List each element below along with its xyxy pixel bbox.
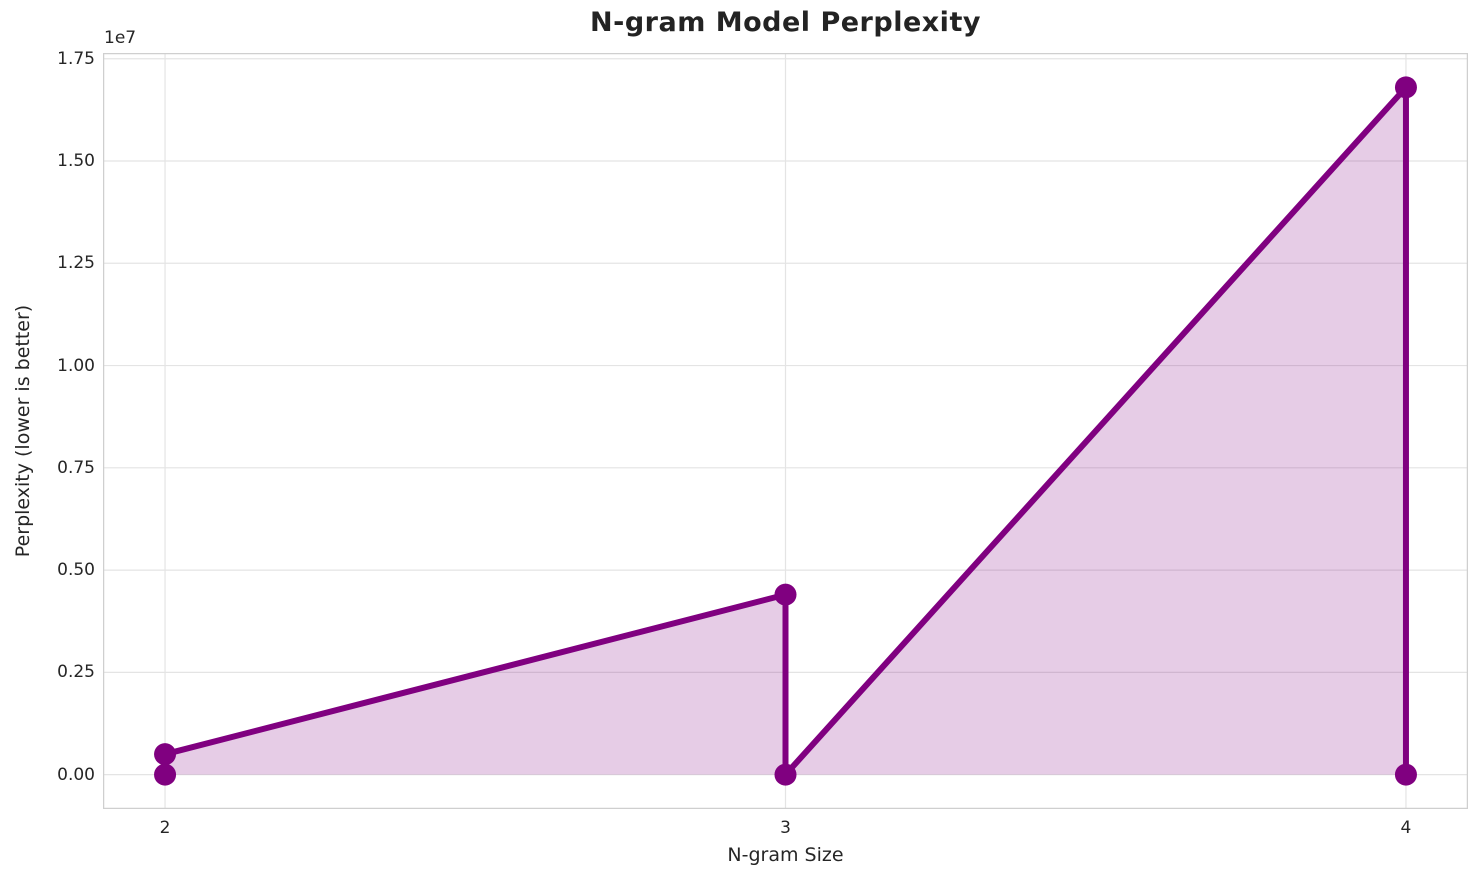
data-point-marker (774, 763, 797, 786)
data-point-marker (154, 743, 177, 766)
x-tick-label: 3 (780, 818, 791, 838)
data-point-marker (154, 763, 177, 786)
y-tick-label: 1.75 (57, 48, 95, 69)
y-tick-label: 0.50 (57, 560, 95, 581)
x-tick-label: 4 (1400, 818, 1412, 838)
y-tick-label: 1.00 (57, 355, 95, 376)
y-tick-label: 1.25 (57, 253, 95, 274)
data-point-marker (1394, 763, 1417, 786)
data-point-marker (774, 583, 797, 606)
plot-border (103, 53, 1468, 809)
y-axis-offset-text: 1e7 (104, 28, 137, 48)
chart-title: N-gram Model Perplexity (590, 7, 981, 38)
plot-area (103, 53, 1468, 809)
y-tick-label: 0.25 (57, 662, 95, 683)
data-point-marker (1394, 76, 1417, 99)
y-axis-label: Perplexity (lower is better) (12, 304, 34, 558)
area-fill (165, 87, 1406, 775)
x-axis-label: N-gram Size (727, 844, 844, 866)
y-tick-label: 0.75 (57, 457, 95, 478)
x-tick-label: 2 (159, 818, 171, 838)
y-tick-label: 1.50 (57, 151, 95, 171)
y-tick-label: 0.00 (57, 764, 95, 785)
